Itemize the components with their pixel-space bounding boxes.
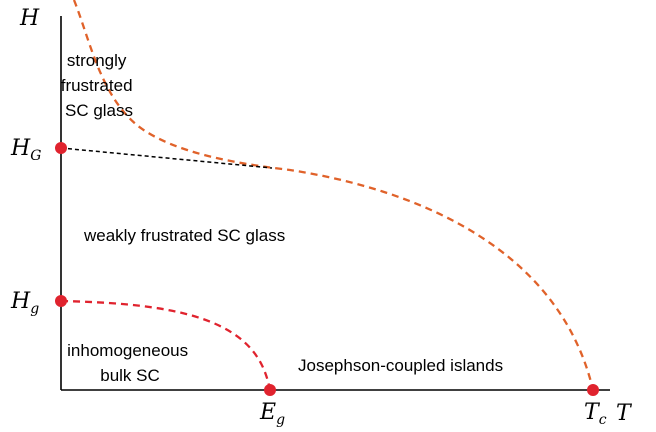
x-axis-label: T <box>616 401 633 426</box>
h-glass-weak-point <box>55 295 67 307</box>
t-c-label: Tc <box>584 400 607 428</box>
inhomogeneous-bulk-label: inhomogeneous bulk SC <box>67 341 193 385</box>
josephson-islands-label: Josephson-coupled islands <box>298 356 503 375</box>
t-c-point <box>587 384 599 396</box>
h-glass-strong-point <box>55 142 67 154</box>
weakly-frustrated-label: weakly frustrated SC glass <box>83 226 285 245</box>
e-g-label: Eg <box>259 400 285 428</box>
upper-critical-field-boundary <box>72 0 595 391</box>
glass-crossover-boundary <box>60 147 273 169</box>
strongly-frustrated-label: strongly frustrated SC glass <box>61 51 138 120</box>
y-axis-label: H <box>19 6 40 31</box>
h-glass-weak-label: Hg <box>10 289 39 317</box>
h-glass-strong-label: HG <box>10 136 41 164</box>
e-g-point <box>264 384 276 396</box>
